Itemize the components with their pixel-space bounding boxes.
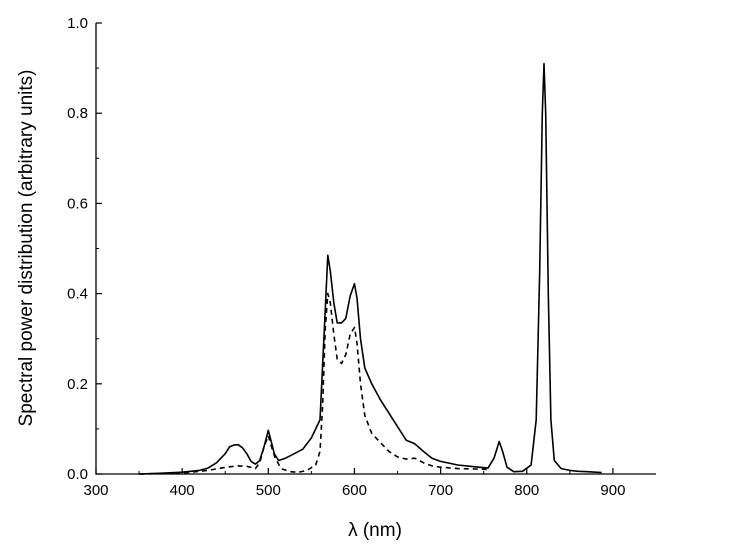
x-tick-label: 600 <box>342 482 367 499</box>
y-tick-label: 0.8 <box>67 105 88 122</box>
x-tick-label: 900 <box>600 482 625 499</box>
solid-series-line <box>139 62 602 475</box>
x-tick-label: 500 <box>256 482 281 499</box>
series-layer <box>139 62 602 475</box>
y-tick-label: 0.4 <box>67 286 88 303</box>
axes <box>95 23 656 475</box>
y-tick-label: 0.6 <box>67 195 88 212</box>
y-tick-label: 1.0 <box>67 15 88 32</box>
tick-marks: 300 400 500 600 700 800 900 0.0 0.2 0.4 0.6 0.8 1.0 <box>67 15 625 499</box>
x-tick-label: 300 <box>83 482 108 499</box>
y-tick-label: 0.0 <box>67 466 88 483</box>
x-axis-title: λ (nm) <box>348 520 402 541</box>
y-tick-label: 0.2 <box>67 376 88 393</box>
y-axis-title: Spectral power distribution (arbitrary u… <box>16 70 37 427</box>
x-tick-label: 700 <box>428 482 453 499</box>
x-tick-label: 800 <box>514 482 539 499</box>
dashed-series-line <box>139 292 489 475</box>
x-tick-label: 400 <box>170 482 195 499</box>
